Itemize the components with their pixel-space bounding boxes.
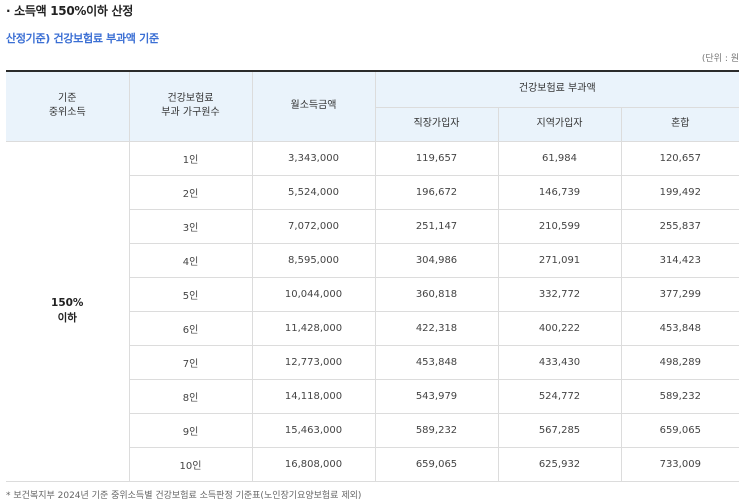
mixed-premium-cell: 453,848 bbox=[621, 311, 739, 346]
monthly-income-cell: 5,524,000 bbox=[252, 175, 376, 210]
mixed-premium-cell: 120,657 bbox=[621, 141, 739, 176]
regional-premium-cell: 567,285 bbox=[498, 413, 622, 448]
source-footnote: * 보건복지부 2024년 기준 중위소득별 건강보험료 소득판정 기준표(노인… bbox=[6, 491, 362, 501]
section-heading: · 소득액 150%이하 산정 bbox=[6, 4, 133, 18]
monthly-income-cell: 3,343,000 bbox=[252, 141, 376, 176]
household-cell: 4인 bbox=[129, 243, 253, 278]
regional-premium-cell: 433,430 bbox=[498, 345, 622, 380]
criteria-subheading: 산정기준) 건강보험료 부과액 기준 bbox=[6, 32, 159, 45]
employee-premium-cell: 304,986 bbox=[375, 243, 499, 278]
employee-premium-cell: 119,657 bbox=[375, 141, 499, 176]
household-cell: 7인 bbox=[129, 345, 253, 380]
regional-premium-cell: 625,932 bbox=[498, 447, 622, 482]
mixed-premium-cell: 659,065 bbox=[621, 413, 739, 448]
employee-premium-cell: 543,979 bbox=[375, 379, 499, 414]
household-cell: 6인 bbox=[129, 311, 253, 346]
employee-premium-cell: 422,318 bbox=[375, 311, 499, 346]
household-cell: 9인 bbox=[129, 413, 253, 448]
employee-premium-cell: 360,818 bbox=[375, 277, 499, 312]
table-body: 150% 이하 1인 3,343,000 119,657 61,984 120,657 2인 5… bbox=[6, 141, 739, 482]
mixed-premium-cell: 733,009 bbox=[621, 447, 739, 482]
regional-premium-cell: 271,091 bbox=[498, 243, 622, 278]
employee-premium-cell: 589,232 bbox=[375, 413, 499, 448]
employee-premium-cell: 251,147 bbox=[375, 209, 499, 244]
table-row: 2인 5,524,000 196,672 146,739 199,492 bbox=[6, 175, 739, 210]
header-base-income: 기준 중위소득 bbox=[6, 70, 130, 142]
employee-premium-cell: 196,672 bbox=[375, 175, 499, 210]
mixed-premium-cell: 589,232 bbox=[621, 379, 739, 414]
regional-premium-cell: 61,984 bbox=[498, 141, 622, 176]
header-regional: 지역가입자 bbox=[498, 107, 622, 142]
monthly-income-cell: 15,463,000 bbox=[252, 413, 376, 448]
household-cell: 10인 bbox=[129, 447, 253, 482]
regional-premium-cell: 400,222 bbox=[498, 311, 622, 346]
mixed-premium-cell: 377,299 bbox=[621, 277, 739, 312]
premium-table: 기준 중위소득 건강보험료 부과 가구원수 월소득금액 건강보험료 부과액 직장가입… bbox=[6, 70, 739, 482]
monthly-income-cell: 10,044,000 bbox=[252, 277, 376, 312]
header-household-count: 건강보험료 부과 가구원수 bbox=[129, 70, 253, 142]
regional-premium-cell: 210,599 bbox=[498, 209, 622, 244]
mixed-premium-cell: 314,423 bbox=[621, 243, 739, 278]
table-row: 150% 이하 1인 3,343,000 119,657 61,984 120,657 bbox=[6, 141, 739, 482]
table-row: 6인 11,428,000 422,318 400,222 453,848 bbox=[6, 311, 739, 346]
household-cell: 3인 bbox=[129, 209, 253, 244]
mixed-premium-cell: 498,289 bbox=[621, 345, 739, 380]
mixed-premium-cell: 255,837 bbox=[621, 209, 739, 244]
monthly-income-cell: 11,428,000 bbox=[252, 311, 376, 346]
monthly-income-cell: 12,773,000 bbox=[252, 345, 376, 380]
household-cell: 8인 bbox=[129, 379, 253, 414]
employee-premium-cell: 453,848 bbox=[375, 345, 499, 380]
table-row: 9인 15,463,000 589,232 567,285 659,065 bbox=[6, 413, 739, 448]
header-mixed: 혼합 bbox=[621, 107, 739, 142]
mixed-premium-cell: 199,492 bbox=[621, 175, 739, 210]
header-employee: 직장가입자 bbox=[375, 107, 499, 142]
regional-premium-cell: 524,772 bbox=[498, 379, 622, 414]
monthly-income-cell: 14,118,000 bbox=[252, 379, 376, 414]
table-row: 10인 16,808,000 659,065 625,932 733,009 bbox=[6, 447, 739, 482]
income-group-cell: 150% 이하 bbox=[6, 141, 130, 482]
household-cell: 2인 bbox=[129, 175, 253, 210]
header-premium-group: 건강보험료 부과액 bbox=[375, 70, 739, 108]
household-cell: 1인 bbox=[129, 141, 253, 176]
header-monthly-income: 월소득금액 bbox=[252, 70, 376, 142]
table-row: 3인 7,072,000 251,147 210,599 255,837 bbox=[6, 209, 739, 244]
monthly-income-cell: 16,808,000 bbox=[252, 447, 376, 482]
regional-premium-cell: 332,772 bbox=[498, 277, 622, 312]
table-row: 4인 8,595,000 304,986 271,091 314,423 bbox=[6, 243, 739, 278]
regional-premium-cell: 146,739 bbox=[498, 175, 622, 210]
monthly-income-cell: 8,595,000 bbox=[252, 243, 376, 278]
monthly-income-cell: 7,072,000 bbox=[252, 209, 376, 244]
employee-premium-cell: 659,065 bbox=[375, 447, 499, 482]
unit-label: (단위 : 원 bbox=[701, 54, 739, 64]
table-row: 7인 12,773,000 453,848 433,430 498,289 bbox=[6, 345, 739, 380]
table-row: 8인 14,118,000 543,979 524,772 589,232 bbox=[6, 379, 739, 414]
table-row: 5인 10,044,000 360,818 332,772 377,299 bbox=[6, 277, 739, 312]
household-cell: 5인 bbox=[129, 277, 253, 312]
